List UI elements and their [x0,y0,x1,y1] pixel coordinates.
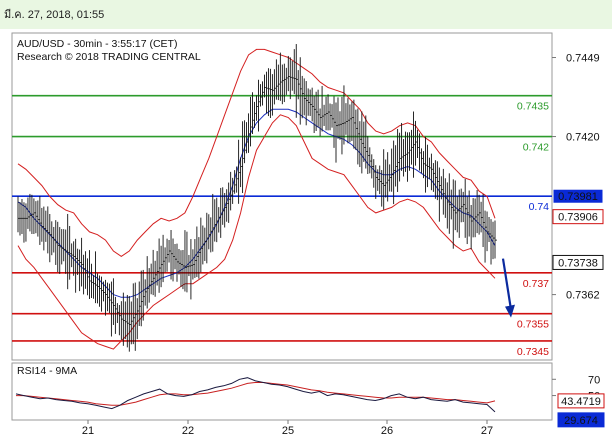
forecast-arrow-head [505,304,515,318]
x-tick-label-2: 25 [282,425,294,437]
date-banner: มี.ค. 27, 2018, 01:55 [0,0,612,29]
level-label-3: 0.737 [523,278,549,290]
y-tick-label-2: 0.7362 [566,290,600,302]
x-tick-label-4: 27 [481,425,493,437]
rsi-tag-0: 43.4719 [561,396,601,408]
x-tick-label-1: 22 [182,425,194,437]
rsi-tag-box-0 [557,393,605,409]
price-tag-1: 0.73906 [558,212,598,224]
rsi-tag-1: 29.674 [564,415,598,427]
price-tag-box-1 [552,209,604,225]
price-tag-2: 0.73738 [558,257,598,269]
price-tag-0: 0.73981 [558,191,598,203]
timestamp-label: มี.ค. 27, 2018, 01:55 [4,9,105,21]
rsi-title: RSI14 - 9MA [17,365,77,377]
price-tag-box-2 [552,254,604,270]
rsi-tick-label-0: 70 [588,374,600,386]
price-tag-box-0 [552,188,604,204]
x-tick-label-3: 26 [381,425,393,437]
x-tick-label-0: 21 [82,425,94,437]
rsi-ma-line [16,382,496,406]
rsi-line [15,377,496,413]
rsi-tag-box-1 [557,412,605,428]
y-tick-label-0: 0.7449 [566,53,600,65]
chart-title: AUD/USD - 30min - 3:55:17 (CET) [17,38,177,50]
level-label-5: 0.7345 [517,346,549,358]
level-label-4: 0.7355 [517,319,549,331]
rsi-panel [11,362,553,421]
level-label-2: 0.74 [529,201,550,213]
level-label-1: 0.742 [523,142,549,154]
chart-subtitle: Research © 2018 TRADING CENTRAL [17,51,201,63]
y-tick-label-1: 0.7420 [566,132,600,144]
forecast-arrow [501,258,513,310]
level-label-0: 0.7435 [517,101,549,113]
bollinger-lower-line [17,114,496,350]
